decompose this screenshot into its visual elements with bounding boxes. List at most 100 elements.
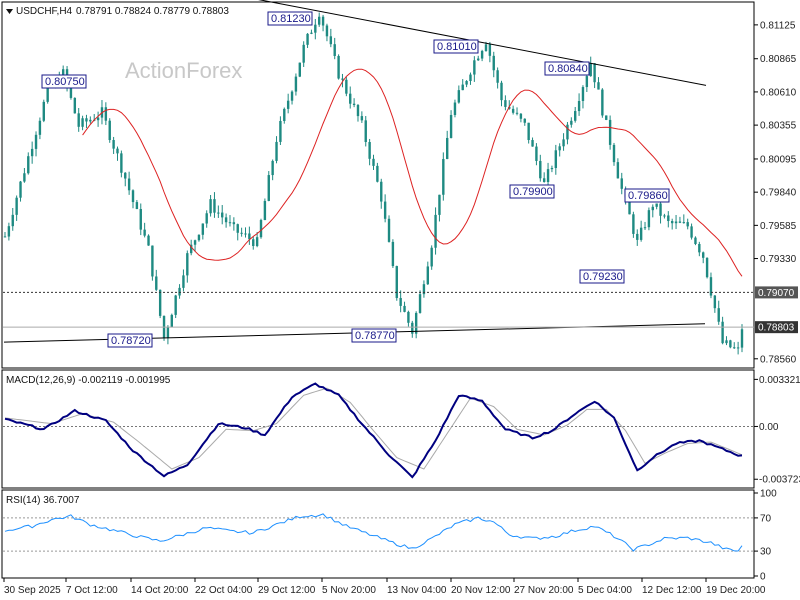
candle-body bbox=[616, 162, 620, 179]
candle-body bbox=[736, 347, 740, 349]
candle-body bbox=[77, 113, 80, 127]
swing-label: 0.80750 bbox=[45, 76, 85, 88]
candle-body bbox=[639, 227, 643, 240]
swing-label-box bbox=[351, 328, 397, 343]
candle-body bbox=[325, 25, 329, 37]
candle-body bbox=[729, 340, 732, 348]
candle-body bbox=[321, 16, 325, 26]
candle-body bbox=[7, 226, 11, 237]
candle-body bbox=[663, 215, 666, 217]
candle-body bbox=[186, 253, 189, 276]
candle-body bbox=[515, 112, 519, 114]
level-price-tag-bg bbox=[755, 286, 798, 299]
candle-body bbox=[411, 322, 414, 334]
level-price-tag: 0.79070 bbox=[758, 288, 795, 299]
candle-body bbox=[496, 70, 499, 83]
candle-body bbox=[539, 160, 542, 179]
rsi-axis-tick-label: 30 bbox=[760, 547, 772, 558]
candle-body bbox=[85, 118, 88, 122]
candle-body bbox=[143, 229, 146, 236]
candle-body bbox=[504, 100, 507, 107]
candle-body bbox=[535, 146, 538, 161]
candle-body bbox=[209, 199, 212, 214]
candle-body bbox=[643, 227, 647, 229]
candle-body bbox=[34, 134, 38, 149]
candle-body bbox=[387, 218, 391, 242]
label-layer: 0.80750 0.78720 0.81230 0.78770 0.81010 0.799… bbox=[41, 11, 670, 348]
time-axis-tick-label: 30 Sep 2025 bbox=[4, 585, 61, 596]
candle-body bbox=[73, 97, 77, 114]
price-panel-frame bbox=[1, 1, 755, 369]
candle-body bbox=[112, 140, 115, 149]
rsi-axis-tick-label: 100 bbox=[760, 489, 777, 500]
candle-body bbox=[352, 103, 356, 106]
price-axis-tick-label: 0.80095 bbox=[760, 154, 797, 165]
candle-body bbox=[430, 247, 433, 267]
price-header-symbol: USDCHF,H4 bbox=[16, 6, 73, 17]
candle-body bbox=[333, 44, 336, 56]
candle-body bbox=[337, 55, 340, 79]
candle-body bbox=[399, 298, 402, 306]
swing-label: 0.78720 bbox=[111, 335, 151, 347]
candle-body bbox=[709, 277, 713, 296]
candle-body bbox=[674, 221, 678, 224]
price-axis-tick-label: 0.81125 bbox=[760, 20, 796, 31]
candle-body bbox=[678, 221, 682, 223]
time-axis-tick-label: 5 Dec 04:00 bbox=[578, 585, 632, 596]
candle-body bbox=[391, 241, 395, 267]
candle-body bbox=[310, 32, 313, 34]
candle-body bbox=[717, 308, 720, 322]
swing-label-box bbox=[579, 269, 625, 284]
swing-label: 0.78770 bbox=[355, 330, 395, 342]
candle-body bbox=[294, 76, 298, 92]
candle-body bbox=[589, 63, 592, 77]
candle-body bbox=[224, 217, 228, 223]
candle-body bbox=[368, 142, 371, 159]
candle-body bbox=[713, 295, 717, 309]
candle-body bbox=[383, 201, 387, 219]
candle-body bbox=[341, 78, 344, 80]
swing-label: 0.81230 bbox=[271, 13, 311, 25]
time-axis-tick-label: 29 Oct 12:00 bbox=[258, 585, 316, 596]
dropdown-triangle-icon[interactable] bbox=[6, 9, 13, 14]
candle-body bbox=[403, 305, 406, 312]
candle-body bbox=[96, 117, 100, 121]
candle-body bbox=[147, 235, 150, 246]
swing-label: 0.79860 bbox=[628, 190, 668, 202]
candle-body bbox=[23, 173, 26, 182]
candle-body bbox=[166, 327, 170, 339]
candle-body bbox=[531, 140, 534, 147]
candle-body bbox=[593, 63, 596, 83]
candle-body bbox=[465, 81, 468, 85]
candle-body bbox=[46, 84, 49, 102]
candle-body bbox=[581, 87, 585, 101]
candle-body bbox=[492, 55, 495, 71]
candle-body bbox=[182, 275, 185, 288]
price-axis-tick-label: 0.80865 bbox=[760, 54, 797, 65]
swing-label-box bbox=[433, 39, 479, 54]
candle-body bbox=[620, 178, 623, 189]
candle-body bbox=[453, 102, 457, 115]
candle-body bbox=[232, 222, 236, 225]
candle-body bbox=[473, 60, 476, 75]
candle-body bbox=[104, 107, 108, 121]
candle-body bbox=[267, 175, 270, 201]
candle-body bbox=[407, 311, 410, 323]
candle-body bbox=[158, 289, 162, 316]
candle-body bbox=[508, 106, 511, 109]
macd-panel-frame bbox=[1, 369, 755, 489]
swing-label-box bbox=[544, 61, 590, 76]
swing-label-box bbox=[509, 184, 555, 199]
candle-body bbox=[422, 284, 426, 295]
candle-body bbox=[446, 137, 449, 160]
candle-body bbox=[484, 44, 488, 51]
candle-body bbox=[193, 240, 197, 245]
candle-body bbox=[151, 245, 154, 277]
candle-body bbox=[574, 111, 577, 121]
time-axis-tick-label: 19 Dec 20:00 bbox=[706, 585, 766, 596]
candle-body bbox=[721, 321, 724, 344]
candle-body bbox=[449, 114, 453, 138]
macd-main-line bbox=[4, 382, 743, 479]
candle-body bbox=[477, 58, 480, 61]
candle-body bbox=[127, 178, 131, 191]
